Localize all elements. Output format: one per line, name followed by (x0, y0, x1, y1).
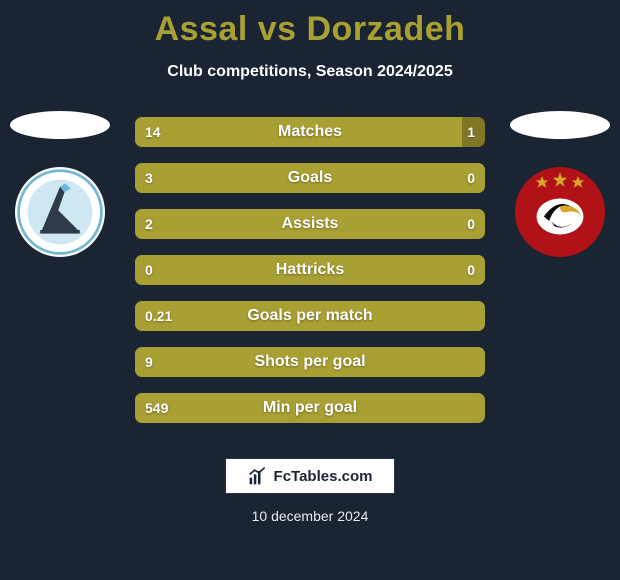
stat-row: 0.21Goals per match (135, 301, 485, 331)
stat-label: Goals per match (135, 301, 485, 331)
stat-row: 9Shots per goal (135, 347, 485, 377)
stat-row: 20Assists (135, 209, 485, 239)
left-crest-icon (15, 167, 105, 257)
stat-row: 30Goals (135, 163, 485, 193)
left-platform-ellipse (10, 111, 110, 139)
stat-label: Matches (135, 117, 485, 147)
footer-date: 10 december 2024 (0, 508, 620, 524)
stat-row: 549Min per goal (135, 393, 485, 423)
stat-label: Goals (135, 163, 485, 193)
stat-label: Min per goal (135, 393, 485, 423)
stat-label: Assists (135, 209, 485, 239)
right-crest-icon (515, 167, 605, 257)
stat-row: 141Matches (135, 117, 485, 147)
brand-badge: FcTables.com (225, 458, 395, 494)
brand-text: FcTables.com (274, 468, 373, 485)
right-team-crest (515, 167, 605, 257)
stat-bars: 141Matches 30Goals 20Assists 00Hattricks 0.2… (135, 117, 485, 439)
page-title: Assal vs Dorzadeh (0, 0, 620, 49)
chart-icon (248, 466, 268, 486)
stat-label: Shots per goal (135, 347, 485, 377)
stat-row: 00Hattricks (135, 255, 485, 285)
subtitle: Club competitions, Season 2024/2025 (0, 63, 620, 81)
left-team-crest (15, 167, 105, 257)
comparison-panel: 141Matches 30Goals 20Assists 00Hattricks 0.2… (0, 107, 620, 427)
stat-label: Hattricks (135, 255, 485, 285)
right-platform-ellipse (510, 111, 610, 139)
